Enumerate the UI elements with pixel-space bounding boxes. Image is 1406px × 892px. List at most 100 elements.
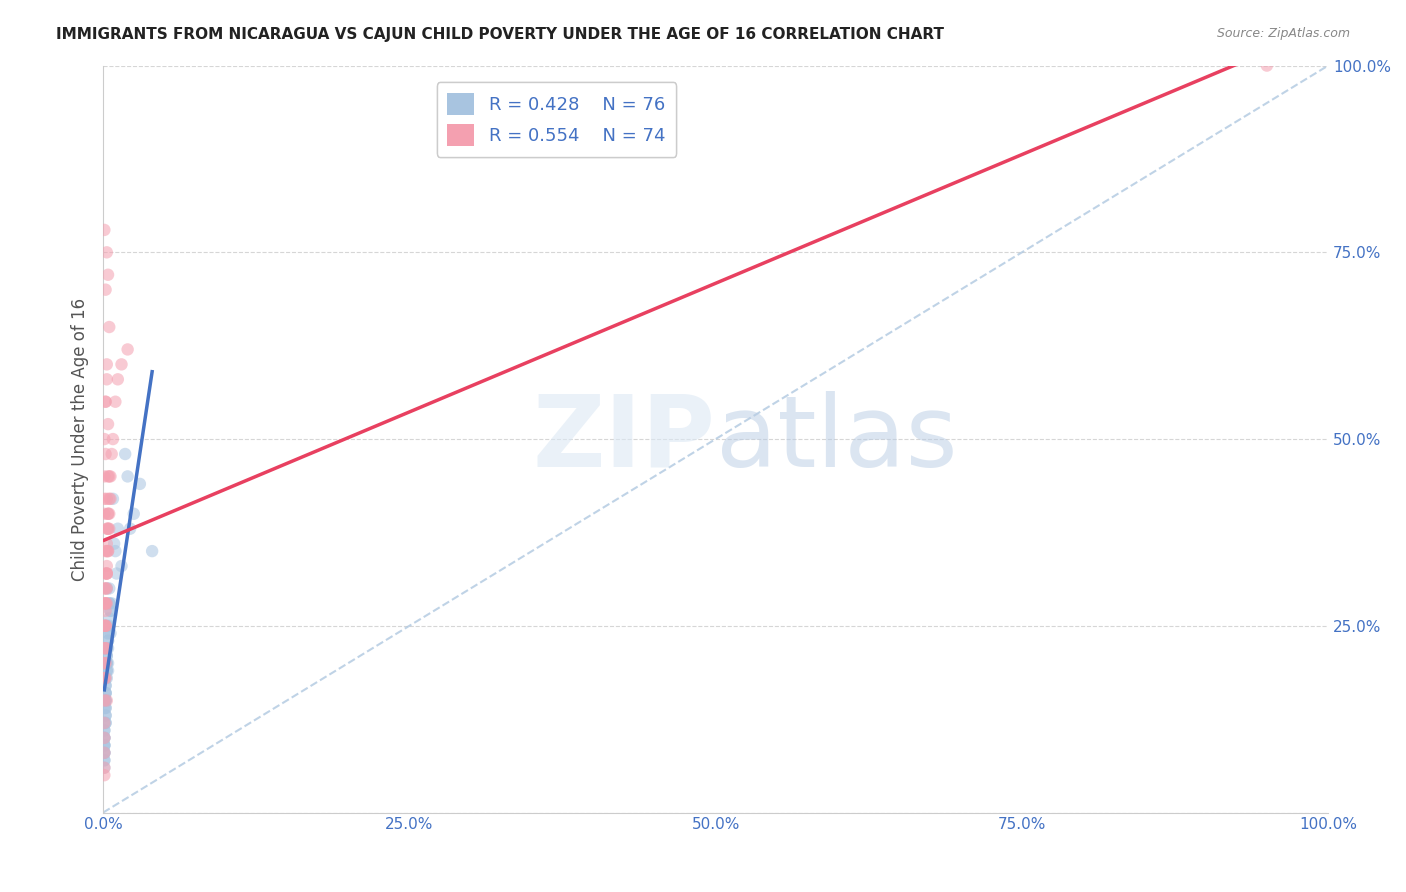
Point — [98, 619, 121, 633]
Point — [96, 372, 118, 386]
Point — [96, 664, 118, 678]
Point — [96, 566, 118, 581]
Point — [94, 701, 117, 715]
Point — [94, 283, 117, 297]
Point — [96, 596, 118, 610]
Point — [94, 641, 117, 656]
Point — [93, 753, 115, 767]
Point — [96, 664, 118, 678]
Point — [94, 619, 117, 633]
Point — [97, 626, 120, 640]
Point — [97, 656, 120, 670]
Point — [93, 223, 115, 237]
Point — [94, 671, 117, 685]
Point — [101, 432, 124, 446]
Point — [96, 641, 118, 656]
Point — [93, 739, 115, 753]
Point — [96, 544, 118, 558]
Point — [93, 596, 115, 610]
Text: atlas: atlas — [716, 391, 957, 488]
Point — [93, 746, 115, 760]
Point — [94, 686, 117, 700]
Point — [94, 582, 117, 596]
Point — [101, 491, 124, 506]
Point — [93, 761, 115, 775]
Point — [94, 679, 117, 693]
Point — [96, 648, 118, 663]
Point — [96, 245, 118, 260]
Point — [98, 320, 121, 334]
Legend: R = 0.428    N = 76, R = 0.554    N = 74: R = 0.428 N = 76, R = 0.554 N = 74 — [436, 82, 676, 157]
Point — [93, 715, 115, 730]
Point — [96, 648, 118, 663]
Point — [107, 372, 129, 386]
Point — [97, 417, 120, 431]
Point — [93, 656, 115, 670]
Point — [93, 671, 115, 685]
Y-axis label: Child Poverty Under the Age of 16: Child Poverty Under the Age of 16 — [72, 298, 89, 581]
Point — [93, 715, 115, 730]
Text: ZIP: ZIP — [533, 391, 716, 488]
Point — [94, 715, 117, 730]
Point — [1256, 59, 1278, 73]
Point — [94, 671, 117, 685]
Point — [122, 507, 145, 521]
Point — [100, 491, 122, 506]
Point — [93, 731, 115, 745]
Point — [100, 596, 122, 610]
Point — [93, 671, 115, 685]
Point — [100, 469, 122, 483]
Point — [94, 708, 117, 723]
Point — [96, 656, 118, 670]
Point — [94, 693, 117, 707]
Point — [98, 596, 121, 610]
Point — [93, 746, 115, 760]
Point — [107, 522, 129, 536]
Point — [94, 596, 117, 610]
Point — [94, 394, 117, 409]
Point — [98, 611, 121, 625]
Point — [96, 656, 118, 670]
Point — [97, 522, 120, 536]
Point — [93, 746, 115, 760]
Point — [94, 596, 117, 610]
Point — [94, 619, 117, 633]
Point — [141, 544, 163, 558]
Point — [93, 739, 115, 753]
Point — [94, 701, 117, 715]
Point — [114, 447, 136, 461]
Point — [97, 544, 120, 558]
Point — [94, 596, 117, 610]
Point — [98, 596, 121, 610]
Text: IMMIGRANTS FROM NICARAGUA VS CAJUN CHILD POVERTY UNDER THE AGE OF 16 CORRELATION: IMMIGRANTS FROM NICARAGUA VS CAJUN CHILD… — [56, 27, 945, 42]
Point — [93, 491, 115, 506]
Point — [93, 507, 115, 521]
Point — [98, 469, 121, 483]
Point — [97, 507, 120, 521]
Point — [97, 664, 120, 678]
Point — [93, 641, 115, 656]
Point — [96, 656, 118, 670]
Text: Source: ZipAtlas.com: Source: ZipAtlas.com — [1216, 27, 1350, 40]
Point — [94, 447, 117, 461]
Point — [96, 491, 118, 506]
Point — [93, 701, 115, 715]
Point — [93, 432, 115, 446]
Point — [96, 693, 118, 707]
Point — [94, 715, 117, 730]
Point — [97, 633, 120, 648]
Point — [97, 641, 120, 656]
Point — [98, 507, 121, 521]
Point — [100, 604, 122, 618]
Point — [94, 641, 117, 656]
Point — [96, 641, 118, 656]
Point — [93, 723, 115, 738]
Point — [100, 447, 122, 461]
Point — [96, 619, 118, 633]
Point — [97, 268, 120, 282]
Point — [96, 641, 118, 656]
Point — [96, 566, 118, 581]
Point — [96, 522, 118, 536]
Point — [96, 582, 118, 596]
Point — [97, 507, 120, 521]
